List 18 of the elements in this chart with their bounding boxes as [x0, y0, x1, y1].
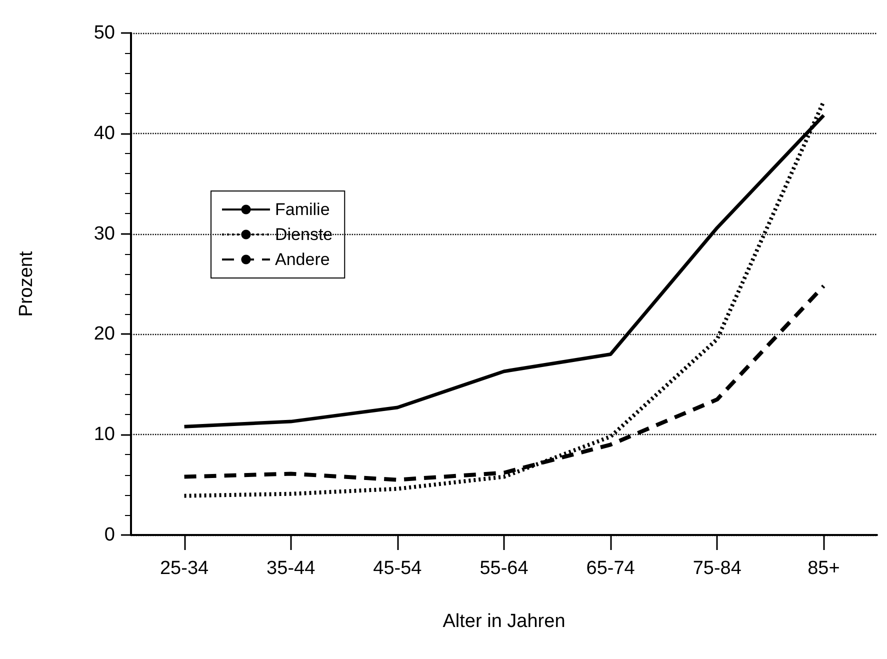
y-tick-label: 20: [94, 324, 115, 345]
x-tick-label: 35-44: [266, 558, 316, 579]
x-tick-label: 55-64: [480, 558, 529, 579]
legend-label: Andere: [275, 250, 330, 269]
x-tick-label: 45-54: [373, 558, 422, 579]
y-tick-label: 10: [94, 424, 115, 446]
legend-label: Familie: [275, 200, 330, 219]
y-tick-label: 50: [94, 22, 115, 44]
x-tick-label: 85+: [808, 558, 840, 579]
x-axis-title: Alter in Jahren: [442, 611, 566, 632]
x-tick-label: 65-74: [586, 558, 636, 579]
y-tick-label: 0: [104, 524, 115, 546]
y-tick-label: 40: [94, 122, 115, 144]
y-axis-title: Prozent: [16, 250, 37, 317]
y-tick-label: 30: [94, 223, 115, 244]
x-tick-label: 25-34: [160, 558, 210, 579]
x-tick-label: 75-84: [692, 558, 742, 579]
legend-label: Dienste: [275, 225, 333, 244]
